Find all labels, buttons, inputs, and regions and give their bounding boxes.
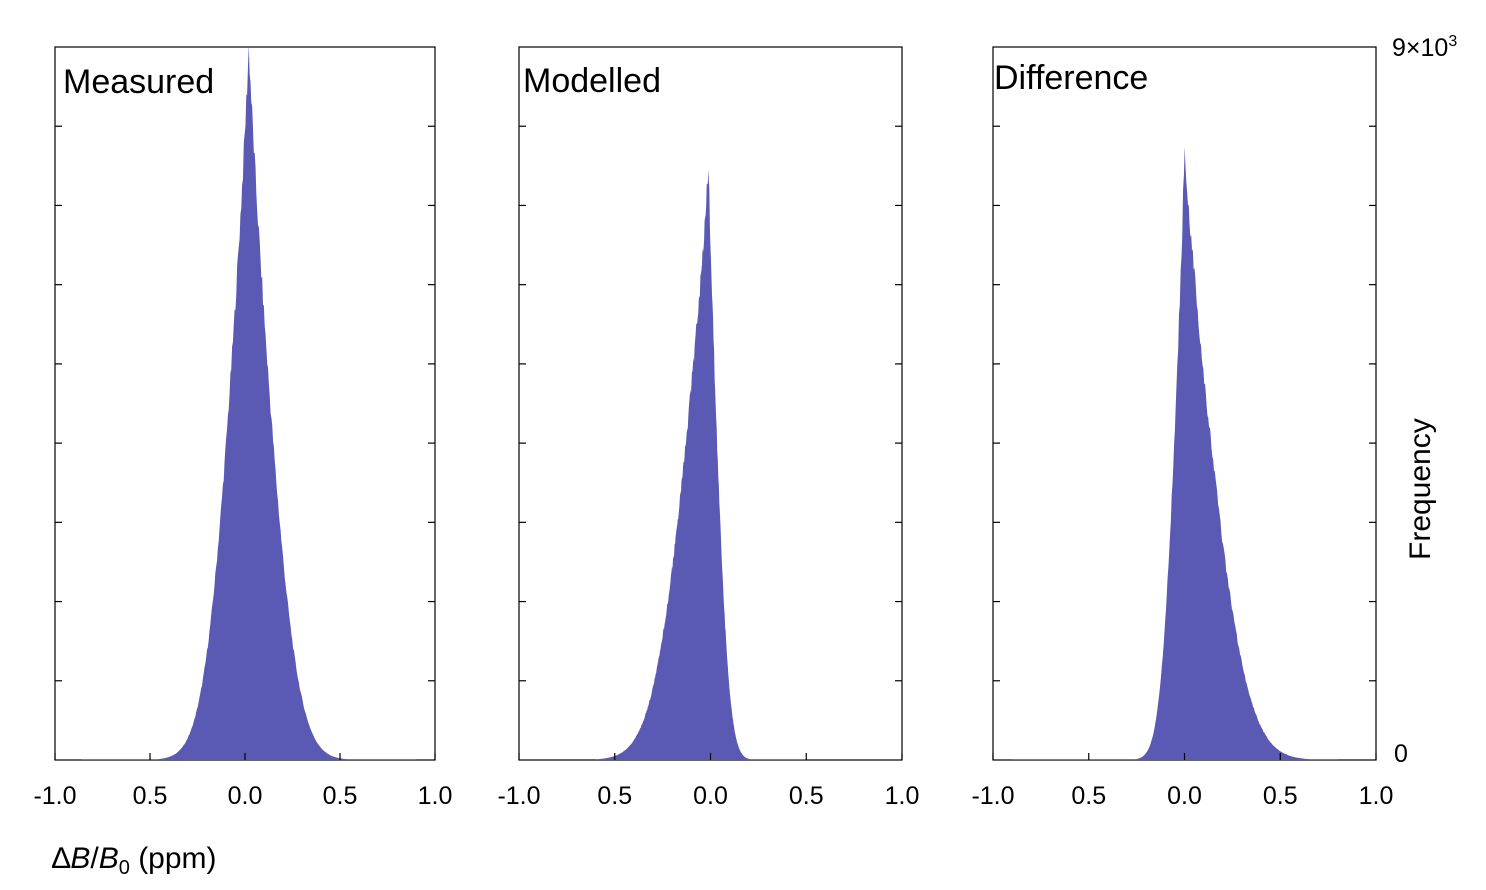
panel-title-measured: Measured (63, 63, 214, 101)
x-tick-label: 1.0 (885, 782, 920, 810)
x-axis-title-subscript: 0 (119, 857, 130, 879)
x-axis-title-b: B (70, 842, 90, 875)
x-axis-title-slash: / (90, 842, 99, 875)
x-tick-label: -1.0 (971, 782, 1014, 810)
panel-title-modelled: Modelled (523, 62, 661, 100)
y-ticks-measured (55, 125, 435, 682)
x-tick-label: 0.0 (228, 782, 263, 810)
x-axis-title-b0: B (99, 842, 119, 875)
x-axis-difference: -1.0 0.5 0.0 0.5 1.0 (971, 753, 1393, 810)
histogram-modelled (595, 168, 807, 760)
y-axis-title: Frequency (1404, 418, 1437, 560)
x-tick-label: -1.0 (497, 782, 540, 810)
x-tick-label: 0.5 (789, 782, 824, 810)
x-tick-label: 0.5 (323, 782, 358, 810)
y-tick-label-top: 9×103 (1392, 33, 1457, 62)
x-tick-label: 0.5 (133, 782, 168, 810)
x-axis-measured: -1.0 0.5 0.0 0.5 1.0 (33, 753, 452, 810)
x-tick-label: 1.0 (1359, 782, 1394, 810)
panel-modelled: Modelled -1.0 0.5 0.0 0.5 1.0 (497, 46, 919, 810)
panel-difference: Difference -1.0 0.5 0.0 0.5 1.0 (971, 46, 1393, 810)
y-tick-label-zero: 0 (1394, 740, 1408, 768)
x-tick-label: 0.5 (1263, 782, 1298, 810)
panel-title-difference: Difference (994, 59, 1148, 97)
x-tick-label: 0.0 (1167, 782, 1202, 810)
x-tick-label: 0.5 (597, 782, 632, 810)
x-tick-label: -1.0 (33, 782, 76, 810)
x-tick-label: 0.5 (1071, 782, 1106, 810)
x-tick-label: 1.0 (418, 782, 453, 810)
panel-measured: Measured -1.0 0.5 0.0 0.5 1.0 (33, 44, 452, 810)
x-axis-title: ∆B/B0 (ppm) (52, 842, 217, 879)
histogram-difference (1012, 146, 1338, 761)
x-axis-modelled: -1.0 0.5 0.0 0.5 1.0 (497, 753, 919, 810)
histogram-measured (81, 44, 416, 760)
x-axis-title-delta: ∆ (52, 842, 71, 875)
y-tick-top-exponent: 3 (1448, 33, 1457, 50)
y-ticks-difference (993, 125, 1376, 682)
y-tick-top-base: 9×10 (1392, 34, 1448, 62)
x-axis-title-unit: (ppm) (130, 842, 217, 875)
x-tick-label: 0.0 (693, 782, 728, 810)
y-ticks-modelled (519, 125, 902, 682)
